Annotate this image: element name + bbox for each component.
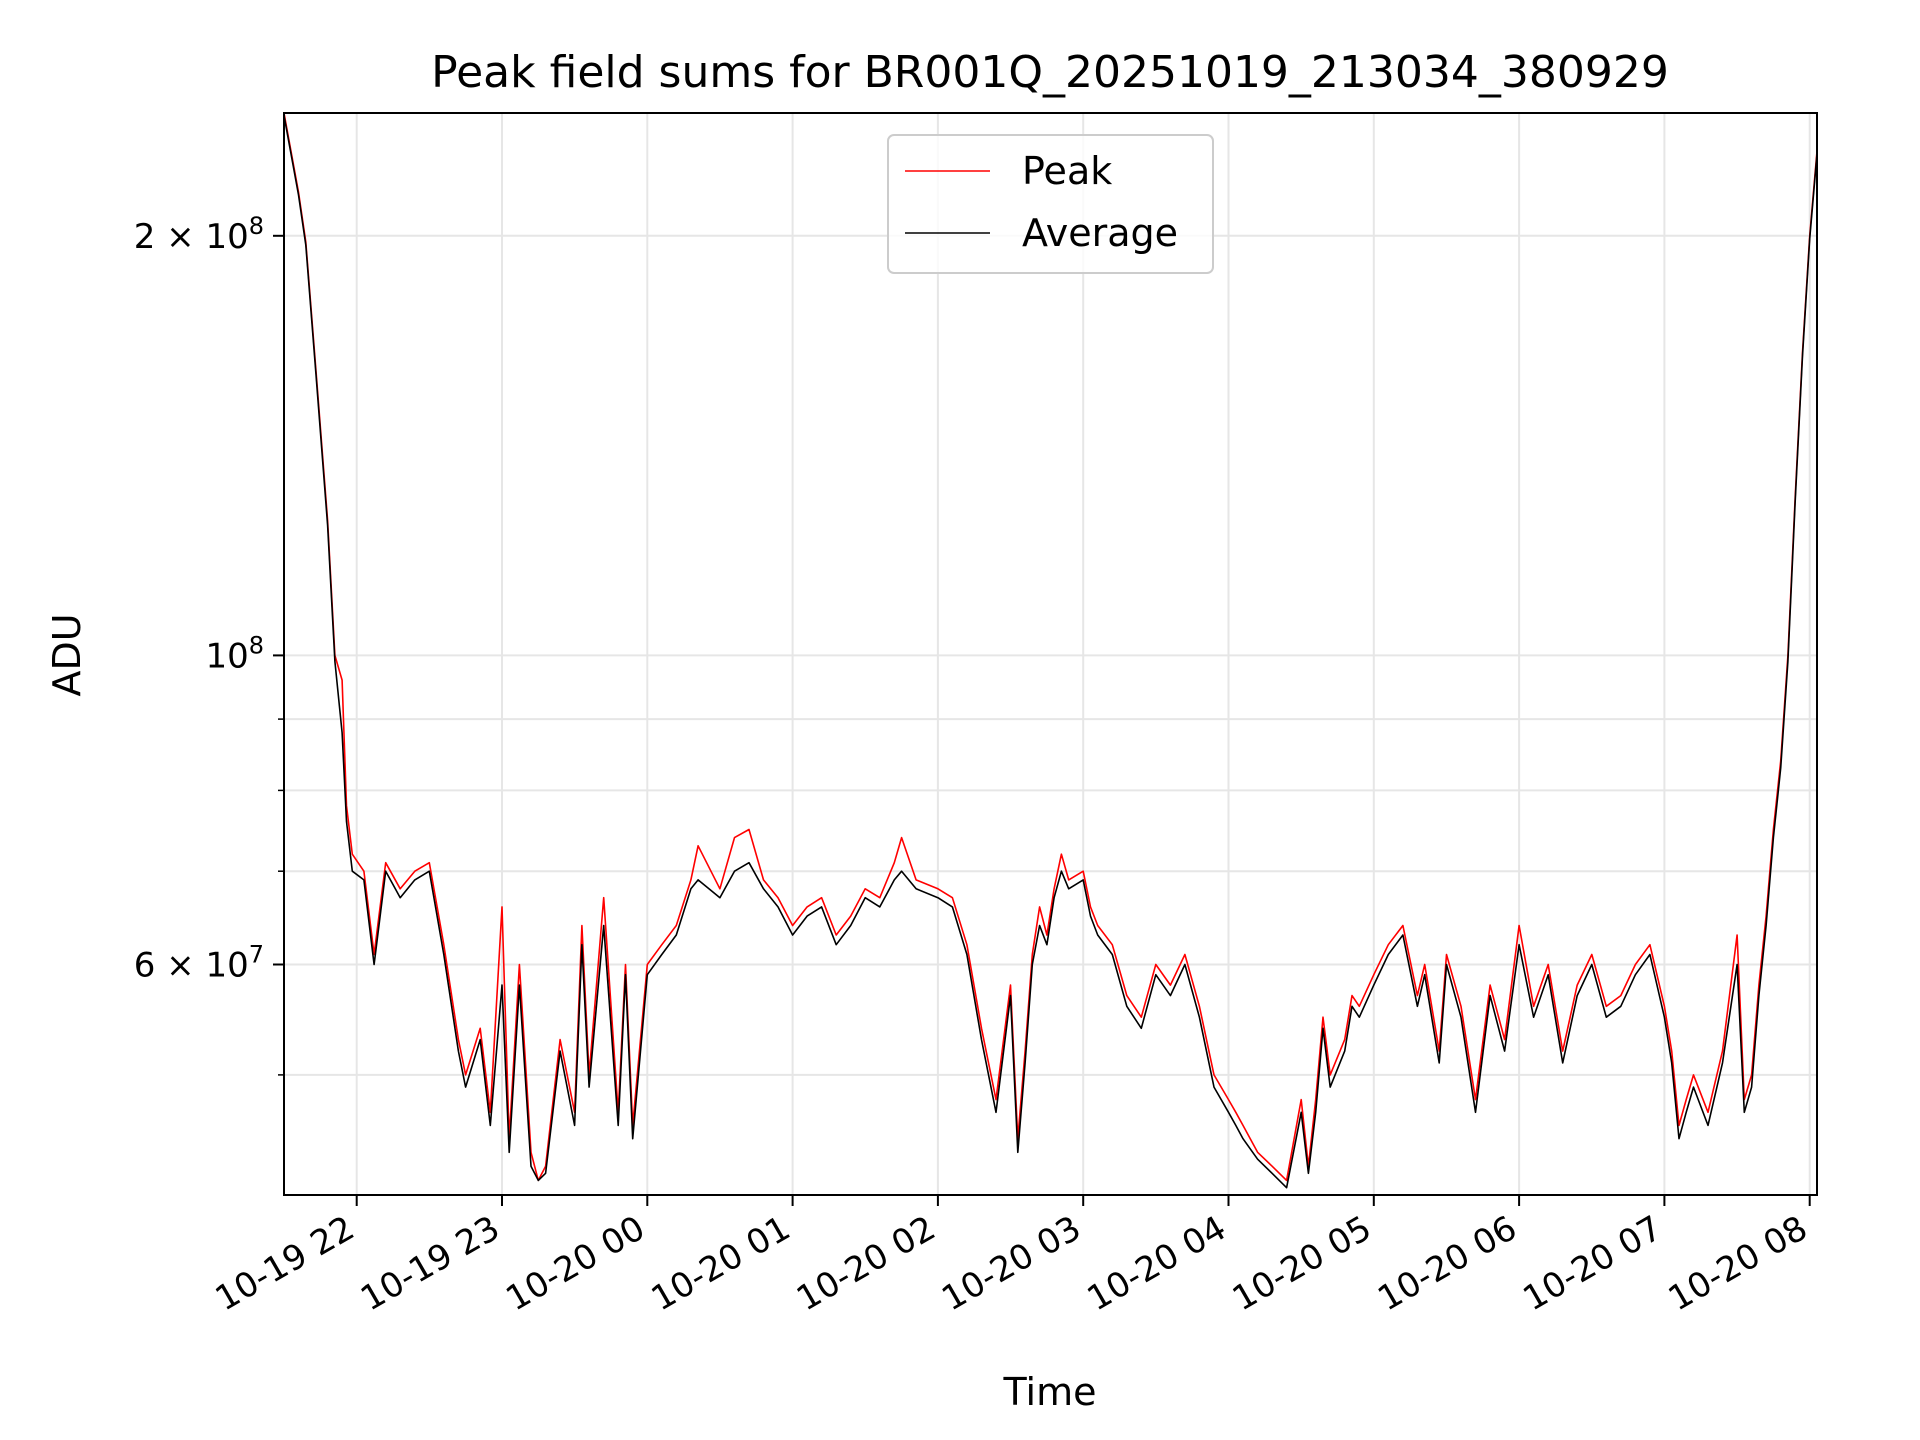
legend-average-label: Average	[1022, 211, 1178, 255]
legend-box	[887, 134, 1214, 274]
legend: Peak Average	[887, 134, 1214, 274]
plot-frame	[283, 112, 1818, 1196]
series-line-average	[283, 115, 1818, 1189]
legend-peak-label: Peak	[1022, 149, 1112, 193]
chart-title: Peak field sums for BR001Q_20251019_2130…	[431, 47, 1669, 98]
x-axis-label: Time	[1003, 1370, 1097, 1414]
series-line-peak	[283, 112, 1818, 1182]
y-tick-label: 6 × 107	[134, 941, 264, 986]
y-axis: 108 6 × 107 2 × 108	[134, 212, 284, 1076]
y-tick-label: 2 × 108	[134, 212, 264, 257]
y-tick-label: 108	[205, 631, 264, 676]
y-axis-label: ADU	[45, 613, 89, 696]
series-layer	[283, 112, 1818, 1189]
